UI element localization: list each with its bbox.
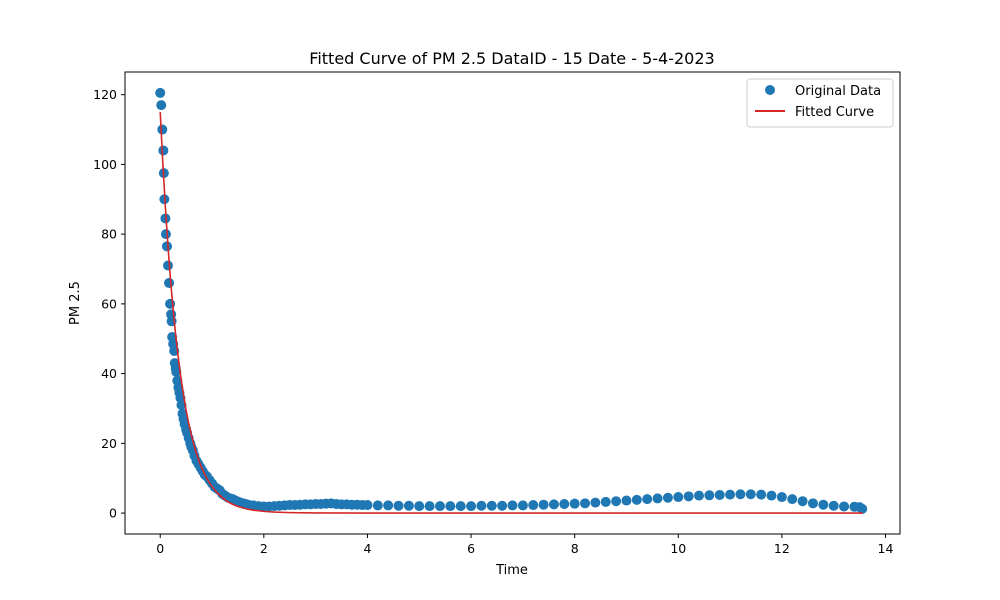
x-tick-label: 6 xyxy=(467,541,475,556)
data-point xyxy=(161,241,172,252)
y-axis: 0 20 40 60 80 100 120 xyxy=(93,87,125,521)
data-point xyxy=(704,490,715,501)
data-point xyxy=(156,100,167,111)
data-point xyxy=(383,500,394,511)
data-point xyxy=(683,491,694,502)
legend-marker-original-data xyxy=(765,85,775,95)
data-point xyxy=(745,489,756,500)
x-tick-label: 10 xyxy=(670,541,686,556)
data-point xyxy=(735,489,746,500)
data-point xyxy=(600,496,611,507)
data-point xyxy=(559,499,570,510)
y-tick-label: 60 xyxy=(101,296,117,311)
x-axis-label: Time xyxy=(495,563,528,578)
legend-label-fitted-curve: Fitted Curve xyxy=(795,105,874,120)
x-axis: 0 2 4 6 8 10 12 14 xyxy=(156,534,893,556)
data-point xyxy=(155,87,166,98)
scatter-series xyxy=(155,87,868,514)
data-point xyxy=(163,260,173,271)
data-point xyxy=(517,500,528,511)
data-point xyxy=(176,399,187,410)
data-point xyxy=(538,499,549,510)
y-axis-label: PM 2.5 xyxy=(68,281,83,325)
legend-box xyxy=(746,78,894,128)
x-tick-label: 12 xyxy=(774,541,790,556)
data-point xyxy=(424,501,435,512)
legend-label-original-data: Original Data xyxy=(795,84,881,99)
y-tick-label: 120 xyxy=(93,87,117,102)
data-point xyxy=(797,496,808,507)
data-point xyxy=(372,500,383,511)
x-tick-label: 14 xyxy=(878,541,894,556)
data-point xyxy=(164,277,175,288)
x-tick-label: 0 xyxy=(156,541,164,556)
data-point xyxy=(569,498,580,509)
data-point xyxy=(828,500,839,511)
data-point xyxy=(455,501,466,512)
data-point xyxy=(157,124,168,135)
fitted-line-series xyxy=(159,112,863,514)
data-point xyxy=(497,500,508,511)
x-tick-label: 4 xyxy=(363,541,371,556)
data-point xyxy=(787,494,798,505)
data-point xyxy=(528,500,539,511)
data-point xyxy=(445,501,456,512)
y-tick-label: 0 xyxy=(109,506,117,521)
data-point xyxy=(673,492,684,503)
y-tick-label: 20 xyxy=(101,436,117,451)
legend: Original Data Fitted Curve xyxy=(746,78,894,128)
x-tick-label: 8 xyxy=(571,541,579,556)
data-point xyxy=(839,501,850,512)
data-point xyxy=(580,498,591,509)
data-point xyxy=(725,489,736,500)
data-point xyxy=(171,366,182,377)
data-point xyxy=(611,496,622,507)
data-point xyxy=(776,492,787,503)
data-point xyxy=(160,229,171,240)
data-point xyxy=(631,494,642,505)
x-tick-label: 2 xyxy=(260,541,268,556)
data-point xyxy=(403,500,414,511)
data-point xyxy=(857,503,868,514)
data-point xyxy=(818,499,829,510)
data-point xyxy=(158,145,169,156)
data-point xyxy=(362,500,373,511)
data-point xyxy=(756,489,767,500)
data-point xyxy=(766,490,777,501)
fitted-curve-line xyxy=(159,112,863,514)
data-point xyxy=(466,501,477,512)
data-point xyxy=(507,500,518,511)
data-point xyxy=(486,500,497,511)
y-tick-label: 80 xyxy=(101,227,117,242)
data-point xyxy=(714,489,725,500)
data-point xyxy=(694,490,704,501)
y-tick-label: 40 xyxy=(101,366,117,381)
data-point xyxy=(393,500,404,511)
chart-title: Fitted Curve of PM 2.5 DataID - 15 Date … xyxy=(309,49,714,68)
data-point xyxy=(652,493,663,504)
data-point xyxy=(807,498,818,509)
data-point xyxy=(642,494,653,505)
y-tick-label: 100 xyxy=(93,157,117,172)
data-point xyxy=(476,500,487,511)
data-point xyxy=(590,497,601,508)
data-point xyxy=(414,501,425,512)
plot-frame xyxy=(124,71,901,535)
data-point xyxy=(621,495,632,506)
data-point xyxy=(434,501,445,512)
data-point xyxy=(662,492,673,503)
data-point xyxy=(548,499,559,510)
